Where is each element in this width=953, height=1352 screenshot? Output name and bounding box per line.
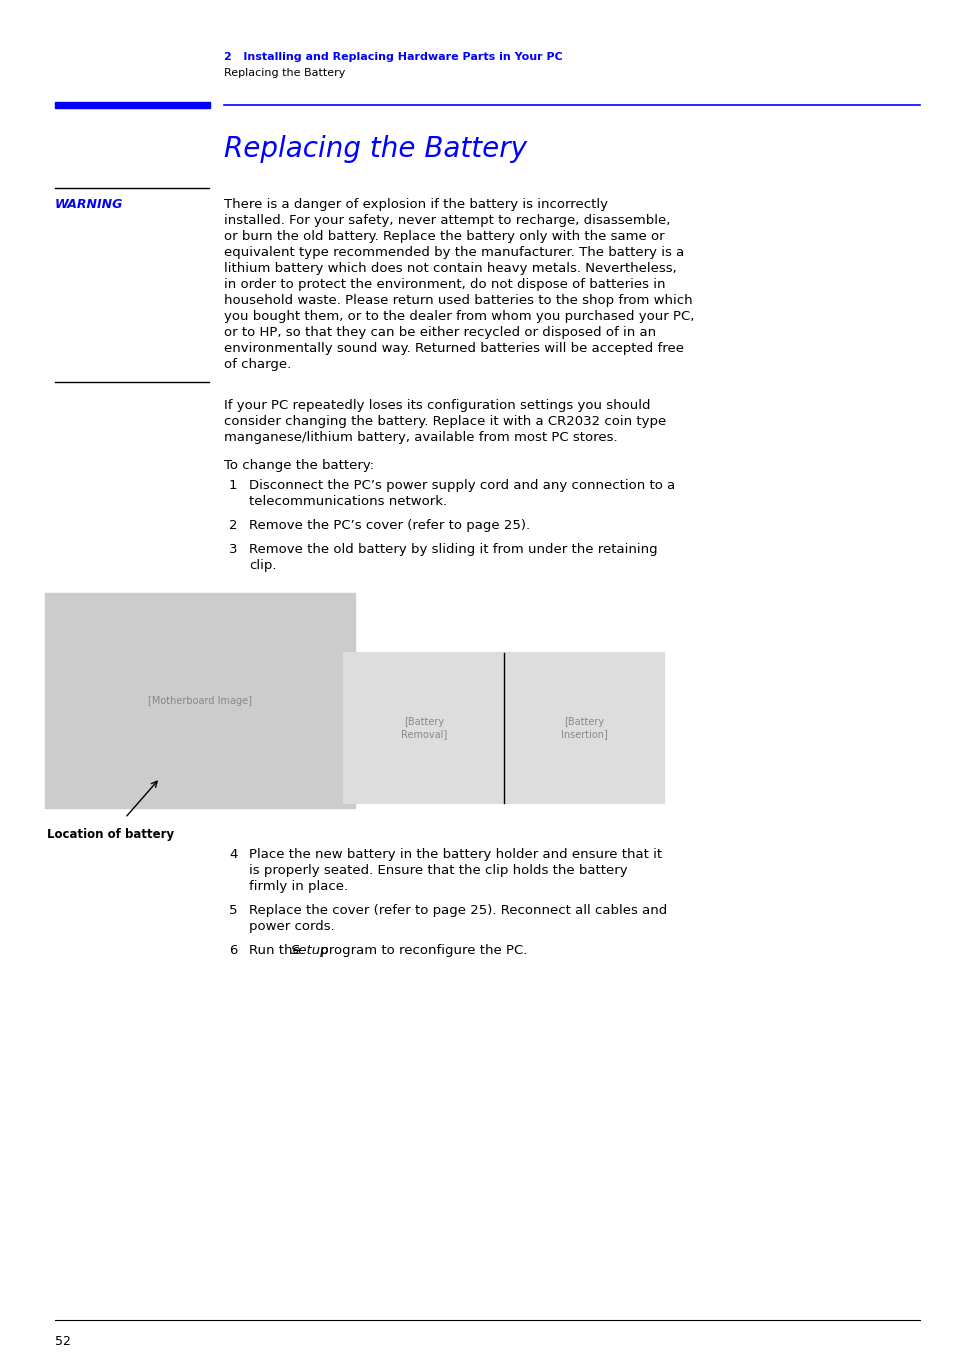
Text: 2   Installing and Replacing Hardware Parts in Your PC: 2 Installing and Replacing Hardware Part… — [224, 51, 562, 62]
Text: telecommunications network.: telecommunications network. — [249, 495, 447, 508]
Text: equivalent type recommended by the manufacturer. The battery is a: equivalent type recommended by the manuf… — [224, 246, 683, 260]
Text: 2: 2 — [229, 519, 237, 531]
Text: is properly seated. Ensure that the clip holds the battery: is properly seated. Ensure that the clip… — [249, 864, 627, 877]
Text: 52: 52 — [55, 1334, 71, 1348]
Text: Replacing the Battery: Replacing the Battery — [224, 68, 345, 78]
Text: Disconnect the PC’s power supply cord and any connection to a: Disconnect the PC’s power supply cord an… — [249, 479, 675, 492]
Text: or burn the old battery. Replace the battery only with the same or: or burn the old battery. Replace the bat… — [224, 230, 664, 243]
Text: Place the new battery in the battery holder and ensure that it: Place the new battery in the battery hol… — [249, 848, 661, 861]
Bar — [55, 101, 210, 108]
Text: WARNING: WARNING — [55, 197, 123, 211]
Text: household waste. Please return used batteries to the shop from which: household waste. Please return used batt… — [224, 293, 692, 307]
Text: power cords.: power cords. — [249, 919, 335, 933]
Text: consider changing the battery. Replace it with a CR2032 coin type: consider changing the battery. Replace i… — [224, 415, 665, 429]
Text: Replacing the Battery: Replacing the Battery — [224, 135, 526, 164]
Text: lithium battery which does not contain heavy metals. Nevertheless,: lithium battery which does not contain h… — [224, 262, 676, 274]
Text: Location of battery: Location of battery — [47, 827, 174, 841]
Text: [Battery
Removal]: [Battery Removal] — [400, 717, 447, 738]
Bar — [45, 594, 355, 808]
Text: firmly in place.: firmly in place. — [249, 880, 348, 894]
Text: [Battery
Insertion]: [Battery Insertion] — [560, 717, 607, 738]
Text: you bought them, or to the dealer from whom you purchased your PC,: you bought them, or to the dealer from w… — [224, 310, 694, 323]
Text: program to reconfigure the PC.: program to reconfigure the PC. — [316, 944, 527, 957]
Text: If your PC repeatedly loses its configuration settings you should: If your PC repeatedly loses its configur… — [224, 399, 650, 412]
Text: environmentally sound way. Returned batteries will be accepted free: environmentally sound way. Returned batt… — [224, 342, 683, 356]
Text: 5: 5 — [229, 904, 237, 917]
Bar — [344, 653, 663, 803]
Text: manganese/lithium battery, available from most PC stores.: manganese/lithium battery, available fro… — [224, 431, 617, 443]
Text: 4: 4 — [229, 848, 237, 861]
Text: of charge.: of charge. — [224, 358, 291, 370]
Text: 3: 3 — [229, 544, 237, 556]
Text: clip.: clip. — [249, 558, 276, 572]
Text: or to HP, so that they can be either recycled or disposed of in an: or to HP, so that they can be either rec… — [224, 326, 656, 339]
Text: To change the battery:: To change the battery: — [224, 458, 374, 472]
Text: in order to protect the environment, do not dispose of batteries in: in order to protect the environment, do … — [224, 279, 665, 291]
Text: Remove the PC’s cover (refer to page 25).: Remove the PC’s cover (refer to page 25)… — [249, 519, 530, 531]
Text: Run the: Run the — [249, 944, 305, 957]
Text: 1: 1 — [229, 479, 237, 492]
Text: Setup: Setup — [291, 944, 330, 957]
Text: Remove the old battery by sliding it from under the retaining: Remove the old battery by sliding it fro… — [249, 544, 657, 556]
Text: 6: 6 — [229, 944, 237, 957]
Text: Replace the cover (refer to page 25). Reconnect all cables and: Replace the cover (refer to page 25). Re… — [249, 904, 666, 917]
Text: [Motherboard Image]: [Motherboard Image] — [148, 695, 252, 706]
Text: installed. For your safety, never attempt to recharge, disassemble,: installed. For your safety, never attemp… — [224, 214, 670, 227]
Text: There is a danger of explosion if the battery is incorrectly: There is a danger of explosion if the ba… — [224, 197, 607, 211]
